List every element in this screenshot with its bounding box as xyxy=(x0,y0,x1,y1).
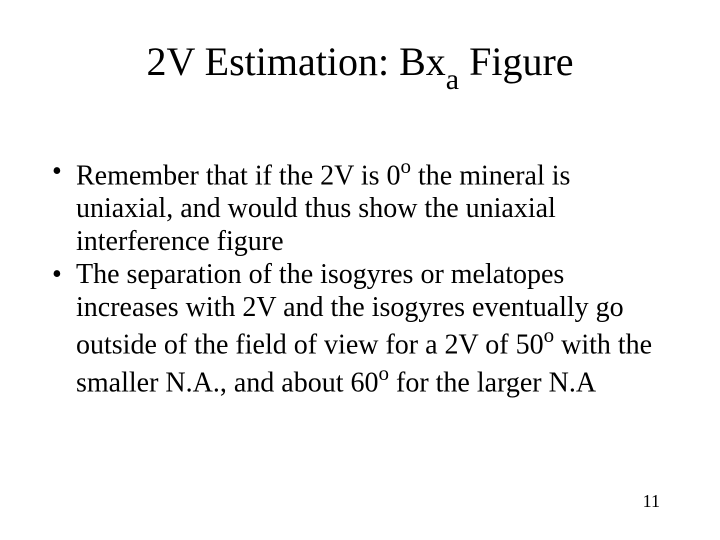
title-text-post: Figure xyxy=(459,39,573,84)
bullet-list: Remember that if the 2V is 0o the minera… xyxy=(48,155,668,399)
bullet-text: Remember that if the 2V is 0 xyxy=(76,160,401,191)
slide: 2V Estimation: Bxa Figure Remember that … xyxy=(0,0,720,540)
bullet-superscript: o xyxy=(544,323,555,347)
bullet-text: The separation of the isogyres or melato… xyxy=(76,259,624,360)
bullet-superscript: o xyxy=(379,361,390,385)
list-item: The separation of the isogyres or melato… xyxy=(48,258,668,399)
list-item: Remember that if the 2V is 0o the minera… xyxy=(48,155,668,258)
title-text-pre: 2V Estimation: Bx xyxy=(146,39,445,84)
page-number: 11 xyxy=(643,491,660,512)
slide-body: Remember that if the 2V is 0o the minera… xyxy=(48,155,668,399)
bullet-text: for the larger N.A xyxy=(389,367,596,398)
slide-title: 2V Estimation: Bxa Figure xyxy=(0,40,720,91)
title-subscript: a xyxy=(446,63,459,96)
bullet-superscript: o xyxy=(401,154,412,178)
